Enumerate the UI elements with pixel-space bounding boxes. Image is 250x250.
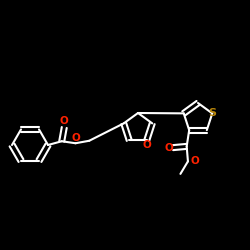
Text: O: O xyxy=(71,133,80,143)
Text: O: O xyxy=(142,140,151,150)
Text: O: O xyxy=(164,143,173,153)
Text: O: O xyxy=(60,116,68,126)
Text: O: O xyxy=(190,156,199,166)
Text: S: S xyxy=(208,108,216,118)
